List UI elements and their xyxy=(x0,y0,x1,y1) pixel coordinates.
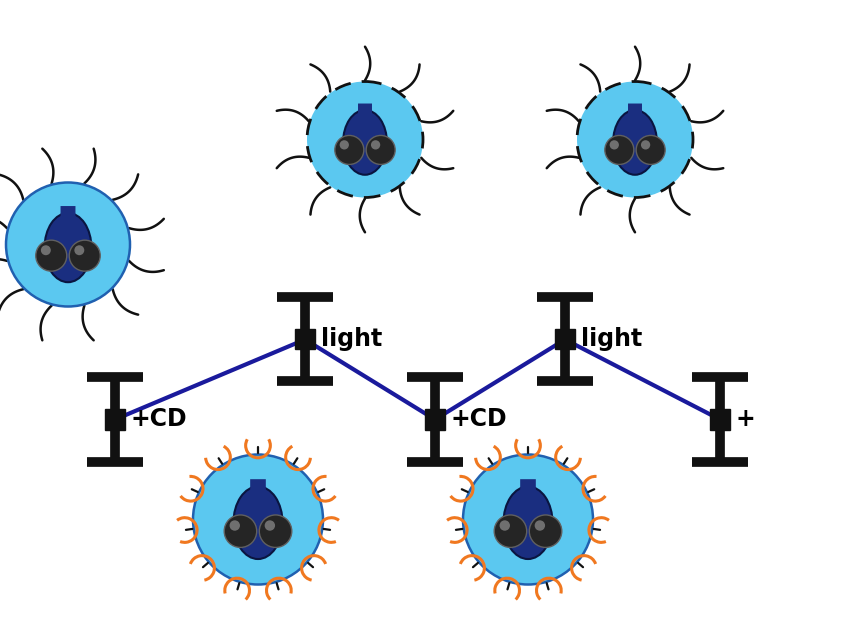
FancyBboxPatch shape xyxy=(555,330,575,350)
Text: light: light xyxy=(581,328,643,351)
Ellipse shape xyxy=(234,486,282,559)
FancyBboxPatch shape xyxy=(628,104,642,118)
Circle shape xyxy=(340,140,348,150)
Circle shape xyxy=(224,515,257,548)
Circle shape xyxy=(463,454,593,585)
Circle shape xyxy=(366,135,395,164)
FancyBboxPatch shape xyxy=(358,104,372,118)
Circle shape xyxy=(535,520,545,531)
FancyBboxPatch shape xyxy=(710,410,730,429)
Text: +CD: +CD xyxy=(451,408,507,431)
Circle shape xyxy=(41,245,51,255)
Circle shape xyxy=(259,515,292,548)
Circle shape xyxy=(494,515,527,548)
Text: light: light xyxy=(321,328,382,351)
Text: +CD: +CD xyxy=(131,408,188,431)
Ellipse shape xyxy=(613,110,657,174)
Ellipse shape xyxy=(44,213,92,282)
Circle shape xyxy=(74,245,84,255)
Text: +: + xyxy=(736,408,756,431)
FancyBboxPatch shape xyxy=(295,330,315,350)
Circle shape xyxy=(530,515,562,548)
Circle shape xyxy=(307,82,423,197)
Circle shape xyxy=(371,140,380,150)
Circle shape xyxy=(577,82,693,197)
Circle shape xyxy=(641,140,650,150)
FancyBboxPatch shape xyxy=(520,479,536,495)
Circle shape xyxy=(230,520,240,531)
Circle shape xyxy=(636,135,666,164)
Circle shape xyxy=(6,183,130,307)
Circle shape xyxy=(264,520,275,531)
FancyBboxPatch shape xyxy=(105,410,125,429)
Circle shape xyxy=(335,135,364,164)
FancyBboxPatch shape xyxy=(60,206,76,222)
Circle shape xyxy=(36,240,67,271)
Ellipse shape xyxy=(503,486,552,559)
FancyBboxPatch shape xyxy=(250,479,266,495)
Circle shape xyxy=(609,140,619,150)
Circle shape xyxy=(193,454,323,585)
Ellipse shape xyxy=(343,110,387,174)
Circle shape xyxy=(69,240,100,271)
FancyBboxPatch shape xyxy=(425,410,445,429)
Circle shape xyxy=(605,135,634,164)
Circle shape xyxy=(500,520,510,531)
